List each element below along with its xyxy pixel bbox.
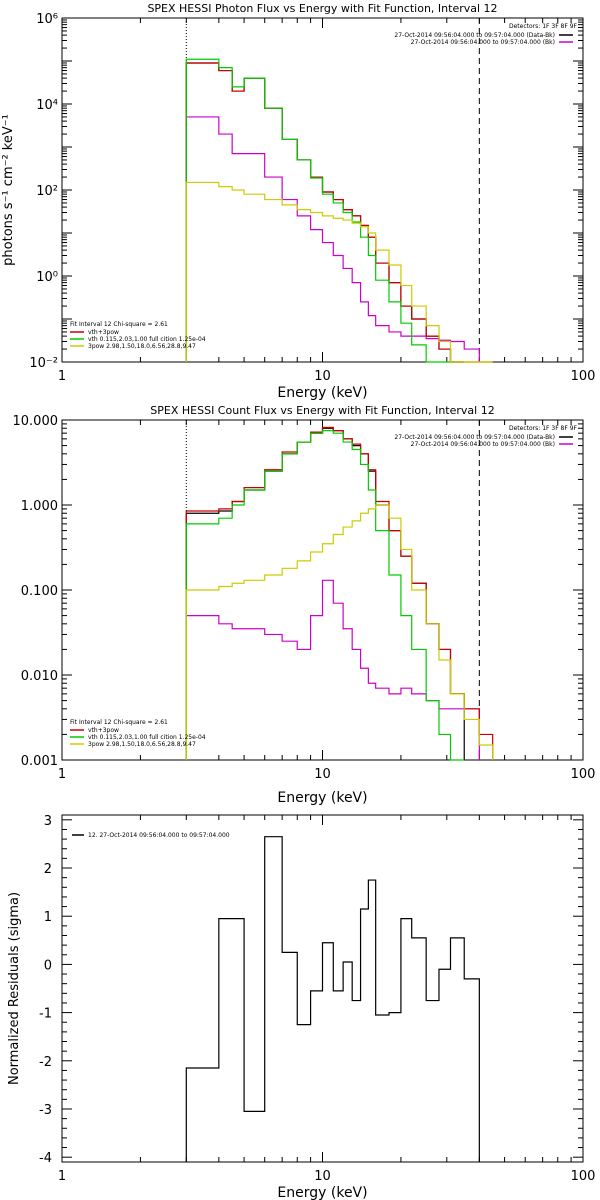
legend-header: Fit Interval 12 Chi-square = 2.61	[70, 321, 168, 328]
y-tick-label: 2	[44, 862, 52, 877]
y-tick-label: 1	[44, 910, 52, 925]
y-tick-label: 0	[44, 958, 52, 973]
x-tick-label: 10	[314, 767, 331, 782]
y-tick-label: 0.010	[21, 669, 58, 684]
y-axis-label: Normalized Residuals (sigma)	[7, 892, 22, 1085]
x-tick-label: 100	[571, 369, 596, 384]
y-tick-label: -1	[39, 1007, 52, 1022]
y-tick-label: -4	[39, 1151, 52, 1166]
series-line	[185, 430, 465, 761]
legend-item-label: vth 0.115,2.03,1.00 full cition 1.25e-04	[88, 734, 206, 741]
y-tick-label: 10.000	[13, 414, 59, 429]
y-tick-label: 10⁴	[36, 98, 58, 113]
x-tick-label: 10	[314, 369, 331, 384]
y-tick-label: 0.001	[21, 754, 58, 769]
legend-item-label: 27-Oct-2014 09:56:04.000 to 09:57:04.000…	[411, 441, 555, 448]
y-tick-label: 1.000	[21, 499, 58, 514]
legend-item-label: 3pow 2.98,1.50,18.0,6.56,28.8,9.47	[88, 343, 196, 350]
y-tick-label: 3	[44, 814, 52, 829]
series-line	[185, 58, 451, 363]
x-tick-label: 10	[314, 1169, 331, 1184]
x-axis-label: Energy (keV)	[277, 1185, 367, 1200]
series-line	[185, 427, 465, 760]
x-tick-label: 100	[571, 1169, 596, 1184]
x-axis-label: Energy (keV)	[277, 790, 367, 806]
x-tick-label: 100	[571, 767, 596, 782]
legend-header: Detectors: 1F 3F 8F 9F	[509, 425, 578, 432]
y-tick-label: -2	[39, 1055, 52, 1070]
legend-item-label: vth+3pow	[88, 329, 119, 336]
x-tick-label: 1	[58, 369, 66, 384]
series-line	[185, 426, 494, 760]
legend-header: Fit Interval 12 Chi-square = 2.61	[70, 719, 168, 726]
y-tick-label: 10⁰	[36, 270, 58, 285]
y-axis-label: photons s⁻¹ cm⁻² keV⁻¹	[1, 114, 16, 266]
chart-panel-1: SPEX HESSI Photon Flux vs Energy with Fi…	[1, 2, 595, 401]
chart-panel-3: 1 10 100 Energy (keV) -4 -3 -2 -1 0 1 2 3 Normalized…	[7, 814, 595, 1200]
x-tick-label: 1	[58, 767, 66, 782]
legend-item-label: 27-Oct-2014 09:56:04.000 to 09:57:04.000…	[394, 434, 555, 441]
series-line	[185, 116, 480, 362]
series-line	[185, 579, 480, 760]
legend-item-label: vth+3pow	[88, 727, 119, 734]
series-line	[185, 181, 493, 363]
series-line	[185, 62, 493, 363]
legend-header: Detectors: 1F 3F 8F 9F	[509, 23, 578, 30]
x-tick-label: 1	[58, 1169, 66, 1184]
series-line	[185, 62, 465, 363]
series-line	[185, 836, 480, 1162]
y-tick-label: 10²	[36, 184, 58, 199]
series-line	[185, 504, 494, 760]
legend-item-label: vth 0.115,2.03,1.00 full cition 1.25e-04	[88, 336, 206, 343]
y-tick-label: 10⁻²	[29, 356, 58, 371]
y-tick-label: -3	[39, 1103, 52, 1118]
y-tick-label: 10⁶	[36, 12, 58, 27]
chart-title: SPEX HESSI Count Flux vs Energy with Fit…	[150, 404, 494, 417]
legend-item-label: 27-Oct-2014 09:56:04.000 to 09:57:04.000…	[394, 32, 555, 39]
x-axis-label: Energy (keV)	[277, 385, 367, 401]
y-tick-label: 0.100	[21, 584, 58, 599]
legend-item-label: 3pow 2.98,1.50,18.0,6.56,28.8,9.47	[88, 741, 196, 748]
chart-title: SPEX HESSI Photon Flux vs Energy with Fi…	[147, 2, 497, 15]
chart-panel-2: SPEX HESSI Count Flux vs Energy with Fit…	[13, 404, 596, 806]
legend-item-label: 27-Oct-2014 09:56:04.000 to 09:57:04.000…	[411, 39, 555, 46]
legend-item-label: 12. 27-Oct-2014 09:56:04.000 to 09:57:04…	[88, 832, 230, 839]
